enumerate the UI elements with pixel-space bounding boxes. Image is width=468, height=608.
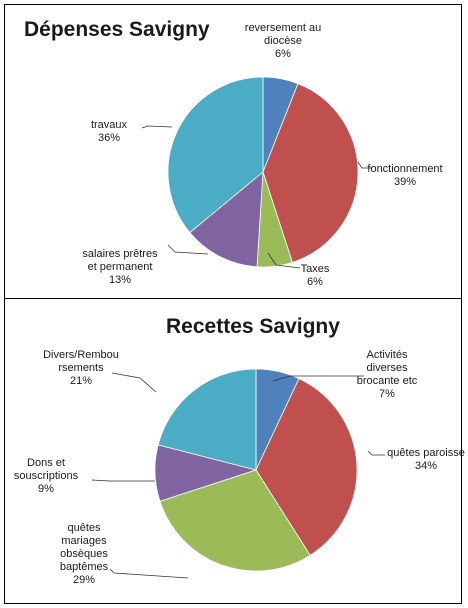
slice-pct-0-2: 6% xyxy=(307,276,323,288)
pie-slice-depenses-4 xyxy=(167,76,264,234)
slice-label-1-0: brocante etc xyxy=(357,375,418,387)
slice-label-1-2: mariages xyxy=(61,535,107,547)
leader-line-1-4 xyxy=(111,372,157,393)
slice-pct-0-4: 36% xyxy=(98,132,120,144)
leader-line-0-4 xyxy=(141,125,173,129)
slice-pct-1-4: 21% xyxy=(70,375,92,387)
slice-label-0-3: salaires prêtres xyxy=(82,248,158,260)
slice-labels: reversement audiocèse6%fonctionnement39%… xyxy=(14,22,465,586)
slice-label-1-0: diverses xyxy=(367,362,408,374)
slice-pct-1-2: 29% xyxy=(73,574,95,586)
slice-label-0-3: et permanent xyxy=(88,261,153,273)
slice-label-0-2: Taxes xyxy=(301,263,330,275)
leader-line-0-3 xyxy=(167,244,209,255)
slice-label-0-0: reversement au xyxy=(245,22,321,34)
leader-line-1-1 xyxy=(367,450,385,456)
slice-pct-0-1: 39% xyxy=(394,176,416,188)
pie-slice-recettes-4 xyxy=(157,368,257,471)
leader-line-1-2 xyxy=(109,568,189,579)
slice-label-1-2: baptêmes xyxy=(60,561,109,573)
pie-slice-recettes-2 xyxy=(159,469,311,572)
leader-line-1-0 xyxy=(272,375,364,382)
leader-line-0-2 xyxy=(267,252,301,269)
chart-divider xyxy=(4,298,462,299)
slice-label-0-0: diocèse xyxy=(264,35,302,47)
slice-pct-1-3: 9% xyxy=(38,483,54,495)
slice-label-0-1: fonctionnement xyxy=(367,163,442,175)
slice-label-1-1: quêtes paroisse xyxy=(387,447,465,459)
slice-label-1-3: Dons et xyxy=(27,457,65,469)
slice-label-1-4: Divers/Rembou xyxy=(43,349,119,361)
leader-line-1-3 xyxy=(91,479,155,482)
chart-title-recettes: Recettes Savigny xyxy=(166,315,340,338)
pie-slice-depenses-1 xyxy=(262,83,359,263)
slice-label-1-2: obsèques xyxy=(60,548,108,560)
pie-slice-recettes-1 xyxy=(255,378,358,556)
slice-pct-1-0: 7% xyxy=(379,388,395,400)
slice-label-0-4: travaux xyxy=(91,119,128,131)
slice-pct-0-3: 13% xyxy=(109,274,131,286)
pie-depenses xyxy=(167,76,359,268)
leader-line-0-1 xyxy=(357,161,372,169)
slice-pct-0-0: 6% xyxy=(275,48,291,60)
slice-pct-1-1: 34% xyxy=(415,460,437,472)
pie-recettes xyxy=(154,368,358,572)
slice-label-1-3: souscriptions xyxy=(14,470,79,482)
slice-label-1-4: rsements xyxy=(58,362,104,374)
chart-title-depenses: Dépenses Savigny xyxy=(24,18,210,41)
pie-slice-depenses-3 xyxy=(189,171,264,268)
slice-label-1-0: Activités xyxy=(367,349,408,361)
slice-label-1-2: quêtes xyxy=(67,522,101,534)
